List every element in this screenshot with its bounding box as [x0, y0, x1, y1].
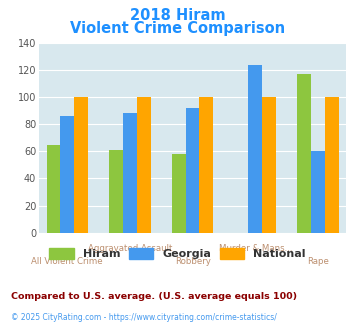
Text: 2018 Hiram: 2018 Hiram — [130, 8, 225, 23]
Bar — [60, 116, 74, 233]
Bar — [325, 97, 339, 233]
Legend: Hiram, Georgia, National: Hiram, Georgia, National — [45, 244, 310, 263]
Bar — [311, 151, 325, 233]
Bar — [172, 154, 186, 233]
Text: All Violent Crime: All Violent Crime — [32, 257, 103, 266]
Bar — [248, 65, 262, 233]
Bar — [297, 74, 311, 233]
Bar — [200, 97, 213, 233]
Text: Murder & Mans...: Murder & Mans... — [219, 244, 292, 253]
Text: Rape: Rape — [307, 257, 329, 266]
Bar — [123, 114, 137, 233]
Bar — [137, 97, 151, 233]
Text: Compared to U.S. average. (U.S. average equals 100): Compared to U.S. average. (U.S. average … — [11, 292, 297, 301]
Bar — [47, 145, 60, 233]
Bar — [109, 150, 123, 233]
Text: © 2025 CityRating.com - https://www.cityrating.com/crime-statistics/: © 2025 CityRating.com - https://www.city… — [11, 314, 277, 322]
Text: Robbery: Robbery — [175, 257, 211, 266]
Text: Violent Crime Comparison: Violent Crime Comparison — [70, 21, 285, 36]
Bar — [262, 97, 276, 233]
Bar — [186, 108, 200, 233]
Text: Aggravated Assault: Aggravated Assault — [88, 244, 172, 253]
Bar — [74, 97, 88, 233]
